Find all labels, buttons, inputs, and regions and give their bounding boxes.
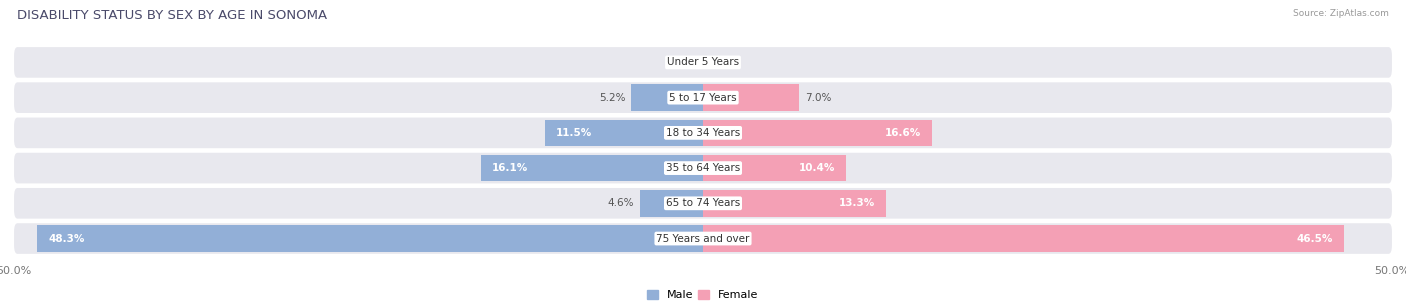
Bar [481,155,703,181]
Text: 16.1%: 16.1% [492,163,529,173]
FancyBboxPatch shape [14,153,1392,183]
Text: Source: ZipAtlas.com: Source: ZipAtlas.com [1294,9,1389,18]
FancyBboxPatch shape [14,223,1392,254]
Bar [703,225,1344,252]
Text: 5.2%: 5.2% [599,93,626,103]
Text: 16.6%: 16.6% [884,128,921,138]
Text: 35 to 64 Years: 35 to 64 Years [666,163,740,173]
Text: 10.4%: 10.4% [799,163,835,173]
Text: 46.5%: 46.5% [1296,233,1333,244]
Text: 0.0%: 0.0% [709,57,735,67]
Text: 48.3%: 48.3% [48,233,84,244]
Bar [38,225,703,252]
Text: 4.6%: 4.6% [607,198,634,208]
FancyBboxPatch shape [14,82,1392,113]
Bar [631,85,703,111]
Bar [703,120,932,146]
Bar [703,85,800,111]
Bar [544,120,703,146]
Text: 11.5%: 11.5% [555,128,592,138]
Text: Under 5 Years: Under 5 Years [666,57,740,67]
Text: 18 to 34 Years: 18 to 34 Years [666,128,740,138]
FancyBboxPatch shape [14,47,1392,78]
FancyBboxPatch shape [14,118,1392,148]
Bar [640,190,703,216]
Bar [703,155,846,181]
Text: 0.0%: 0.0% [671,57,697,67]
Text: 13.3%: 13.3% [839,198,875,208]
Text: 7.0%: 7.0% [806,93,831,103]
Legend: Male, Female: Male, Female [643,286,763,304]
Text: 5 to 17 Years: 5 to 17 Years [669,93,737,103]
Text: 75 Years and over: 75 Years and over [657,233,749,244]
Text: 65 to 74 Years: 65 to 74 Years [666,198,740,208]
Bar [703,190,886,216]
Text: DISABILITY STATUS BY SEX BY AGE IN SONOMA: DISABILITY STATUS BY SEX BY AGE IN SONOM… [17,9,328,22]
FancyBboxPatch shape [14,188,1392,219]
